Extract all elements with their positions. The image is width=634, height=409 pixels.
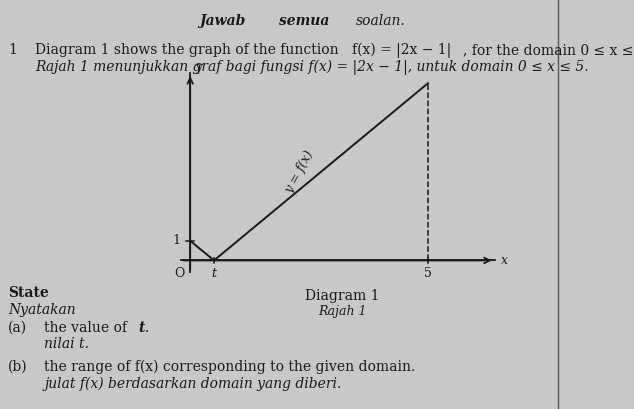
Text: semua: semua (279, 14, 330, 28)
Text: t: t (212, 267, 216, 280)
Text: (b): (b) (8, 360, 28, 374)
Text: Jawab: Jawab (198, 14, 245, 28)
Text: y = f(x): y = f(x) (283, 148, 316, 196)
Text: the value of: the value of (44, 321, 132, 335)
Text: Diagram 1: Diagram 1 (305, 289, 380, 303)
Text: y: y (195, 61, 202, 74)
Text: nilai t.: nilai t. (44, 337, 89, 351)
Text: 5: 5 (424, 267, 432, 280)
Text: f(x) = |2x − 1|: f(x) = |2x − 1| (352, 43, 451, 58)
Text: Rajah 1: Rajah 1 (318, 305, 366, 318)
Text: State: State (8, 286, 49, 300)
Text: (a): (a) (8, 321, 27, 335)
Text: O: O (174, 267, 185, 280)
Text: t: t (138, 321, 145, 335)
Text: 1: 1 (173, 234, 181, 247)
Text: julat f(x) berdasarkan domain yang diberi.: julat f(x) berdasarkan domain yang diber… (44, 376, 342, 391)
Text: 1: 1 (8, 43, 17, 57)
Text: Nyatakan: Nyatakan (8, 303, 76, 317)
Text: x: x (500, 254, 508, 267)
Text: soalan.: soalan. (356, 14, 405, 28)
Text: Rajah 1 menunjukkan graf bagi fungsi f(x) = |2x − 1|, untuk domain 0 ≤ x ≤ 5.: Rajah 1 menunjukkan graf bagi fungsi f(x… (35, 59, 588, 75)
Text: .: . (145, 321, 149, 335)
Text: Diagram 1 shows the graph of the function: Diagram 1 shows the graph of the functio… (35, 43, 343, 57)
Text: the range of f(x) corresponding to the given domain.: the range of f(x) corresponding to the g… (44, 360, 416, 374)
Text: , for the domain 0 ≤ x ≤ 5.: , for the domain 0 ≤ x ≤ 5. (463, 43, 634, 57)
